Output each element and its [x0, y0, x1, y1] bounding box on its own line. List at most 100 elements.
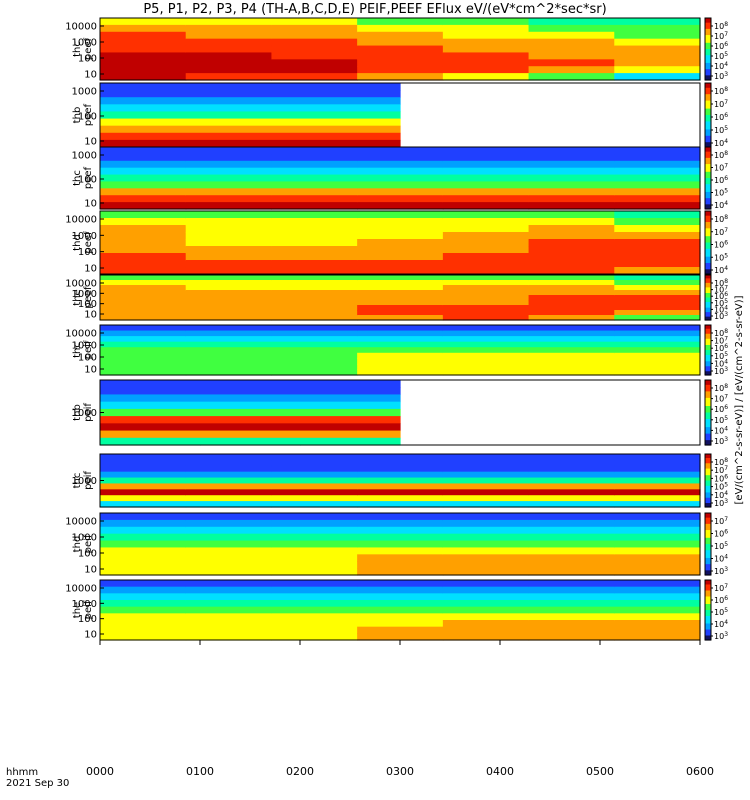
colorbar-segment: [705, 107, 711, 110]
heatmap-cell: [442, 633, 530, 641]
heatmap-cell: [528, 181, 615, 189]
heatmap-cell: [100, 341, 187, 348]
colorbar-segment: [705, 151, 711, 154]
heatmap-cell: [271, 300, 358, 306]
heatmap-cell: [185, 633, 273, 641]
heatmap-cell: [271, 225, 358, 233]
heatmap-cell: [357, 341, 444, 348]
colorbar-segment: [705, 637, 711, 640]
heatmap-cell: [528, 620, 615, 628]
colorbar-tick-label: 106: [714, 595, 728, 605]
heatmap-cell: [100, 330, 187, 337]
colorbar-segment: [705, 298, 711, 301]
heatmap-cell: [357, 369, 444, 376]
heatmap-cell: [271, 232, 358, 240]
colorbar-segment: [705, 461, 711, 464]
colorbar-segment: [705, 412, 711, 415]
colorbar-tick-label: 104: [714, 425, 728, 435]
colorbar-segment: [705, 557, 711, 561]
heatmap-cell: [185, 501, 273, 508]
heatmap-cell: [185, 352, 273, 359]
colorbar-segment: [705, 25, 711, 28]
heatmap-cell: [614, 246, 701, 254]
colorbar-tick-label: 106: [714, 41, 728, 51]
heatmap-cell: [528, 600, 615, 608]
colorbar-segment: [705, 489, 711, 492]
colorbar-segment: [705, 196, 711, 199]
heatmap-cell: [614, 38, 701, 47]
heatmap-cell: [271, 188, 358, 196]
heatmap-cell: [185, 593, 273, 601]
heatmap-cell: [100, 423, 201, 432]
colorbar-segment: [705, 481, 711, 484]
heatmap-cell: [442, 253, 530, 261]
heatmap-cell: [100, 483, 187, 490]
heatmap-cell: [614, 561, 701, 569]
heatmap-cell: [614, 501, 701, 508]
heatmap-cell: [442, 52, 530, 60]
heatmap-cell: [185, 489, 273, 496]
heatmap-cell: [442, 459, 530, 467]
panel-label-probe: thc: [72, 170, 83, 186]
heatmap-cell: [442, 202, 530, 210]
heatmap-cell: [100, 600, 187, 608]
y-tick-label: 10: [84, 365, 97, 376]
colorbar-segment: [705, 50, 711, 53]
colorbar-segment: [705, 259, 711, 262]
heatmap-cell: [614, 325, 701, 332]
heatmap-cell: [614, 174, 701, 183]
colorbar-segment: [705, 278, 711, 281]
heatmap-cell: [300, 430, 401, 439]
heatmap-cell: [200, 139, 301, 148]
colorbar-segment: [705, 202, 711, 205]
heatmap-cell: [442, 606, 530, 614]
heatmap-cell: [528, 501, 615, 508]
heatmap-cell: [442, 225, 530, 233]
colorbar-segment: [705, 475, 711, 478]
heatmap-cell: [100, 239, 187, 247]
colorbar-segment: [705, 38, 711, 41]
colorbar-tick-label: 105: [714, 415, 728, 425]
colorbar-segment: [705, 18, 711, 21]
colorbar-tick-label: 105: [714, 482, 728, 492]
colorbar-segment: [705, 307, 711, 310]
heatmap-cell: [614, 267, 701, 275]
heatmap-cell: [271, 73, 358, 81]
colorbar-segment: [705, 41, 711, 44]
colorbar-tick-label: 105: [714, 252, 728, 262]
colorbar-segment: [705, 537, 711, 540]
colorbar-segment: [705, 87, 711, 90]
heatmap-cell: [614, 275, 701, 281]
heatmap-cell: [614, 225, 701, 233]
heatmap-cell: [442, 533, 530, 542]
heatmap-cell: [300, 111, 401, 120]
colorbar-segment: [705, 19, 711, 22]
colorbar-segment: [705, 118, 711, 121]
heatmap-cell: [357, 547, 444, 555]
heatmap-cell: [200, 408, 301, 417]
heatmap-cell: [442, 305, 530, 311]
heatmap-cell: [442, 483, 530, 490]
colorbar-segment: [705, 270, 711, 274]
colorbar-segment: [705, 156, 711, 159]
panel-frame: [99, 146, 701, 210]
colorbar-segment: [705, 598, 711, 601]
panel-label-product: peif: [83, 534, 94, 553]
heatmap-cell: [185, 526, 273, 535]
heatmap-cell: [357, 315, 444, 321]
heatmap-cell: [100, 125, 201, 134]
heatmap-cell: [271, 580, 358, 588]
colorbar-segment: [705, 299, 711, 302]
heatmap-cell: [357, 305, 444, 311]
heatmap-cell: [528, 477, 615, 485]
heatmap-cell: [200, 437, 301, 446]
panel-label-product: peif: [83, 600, 94, 619]
colorbar-segment: [705, 333, 711, 336]
heatmap-cell: [100, 202, 187, 210]
heatmap-cell: [528, 285, 615, 291]
heatmap-cell: [357, 232, 444, 240]
heatmap-cell: [357, 31, 444, 40]
heatmap-cell: [614, 358, 701, 365]
colorbar-segment: [705, 614, 711, 617]
